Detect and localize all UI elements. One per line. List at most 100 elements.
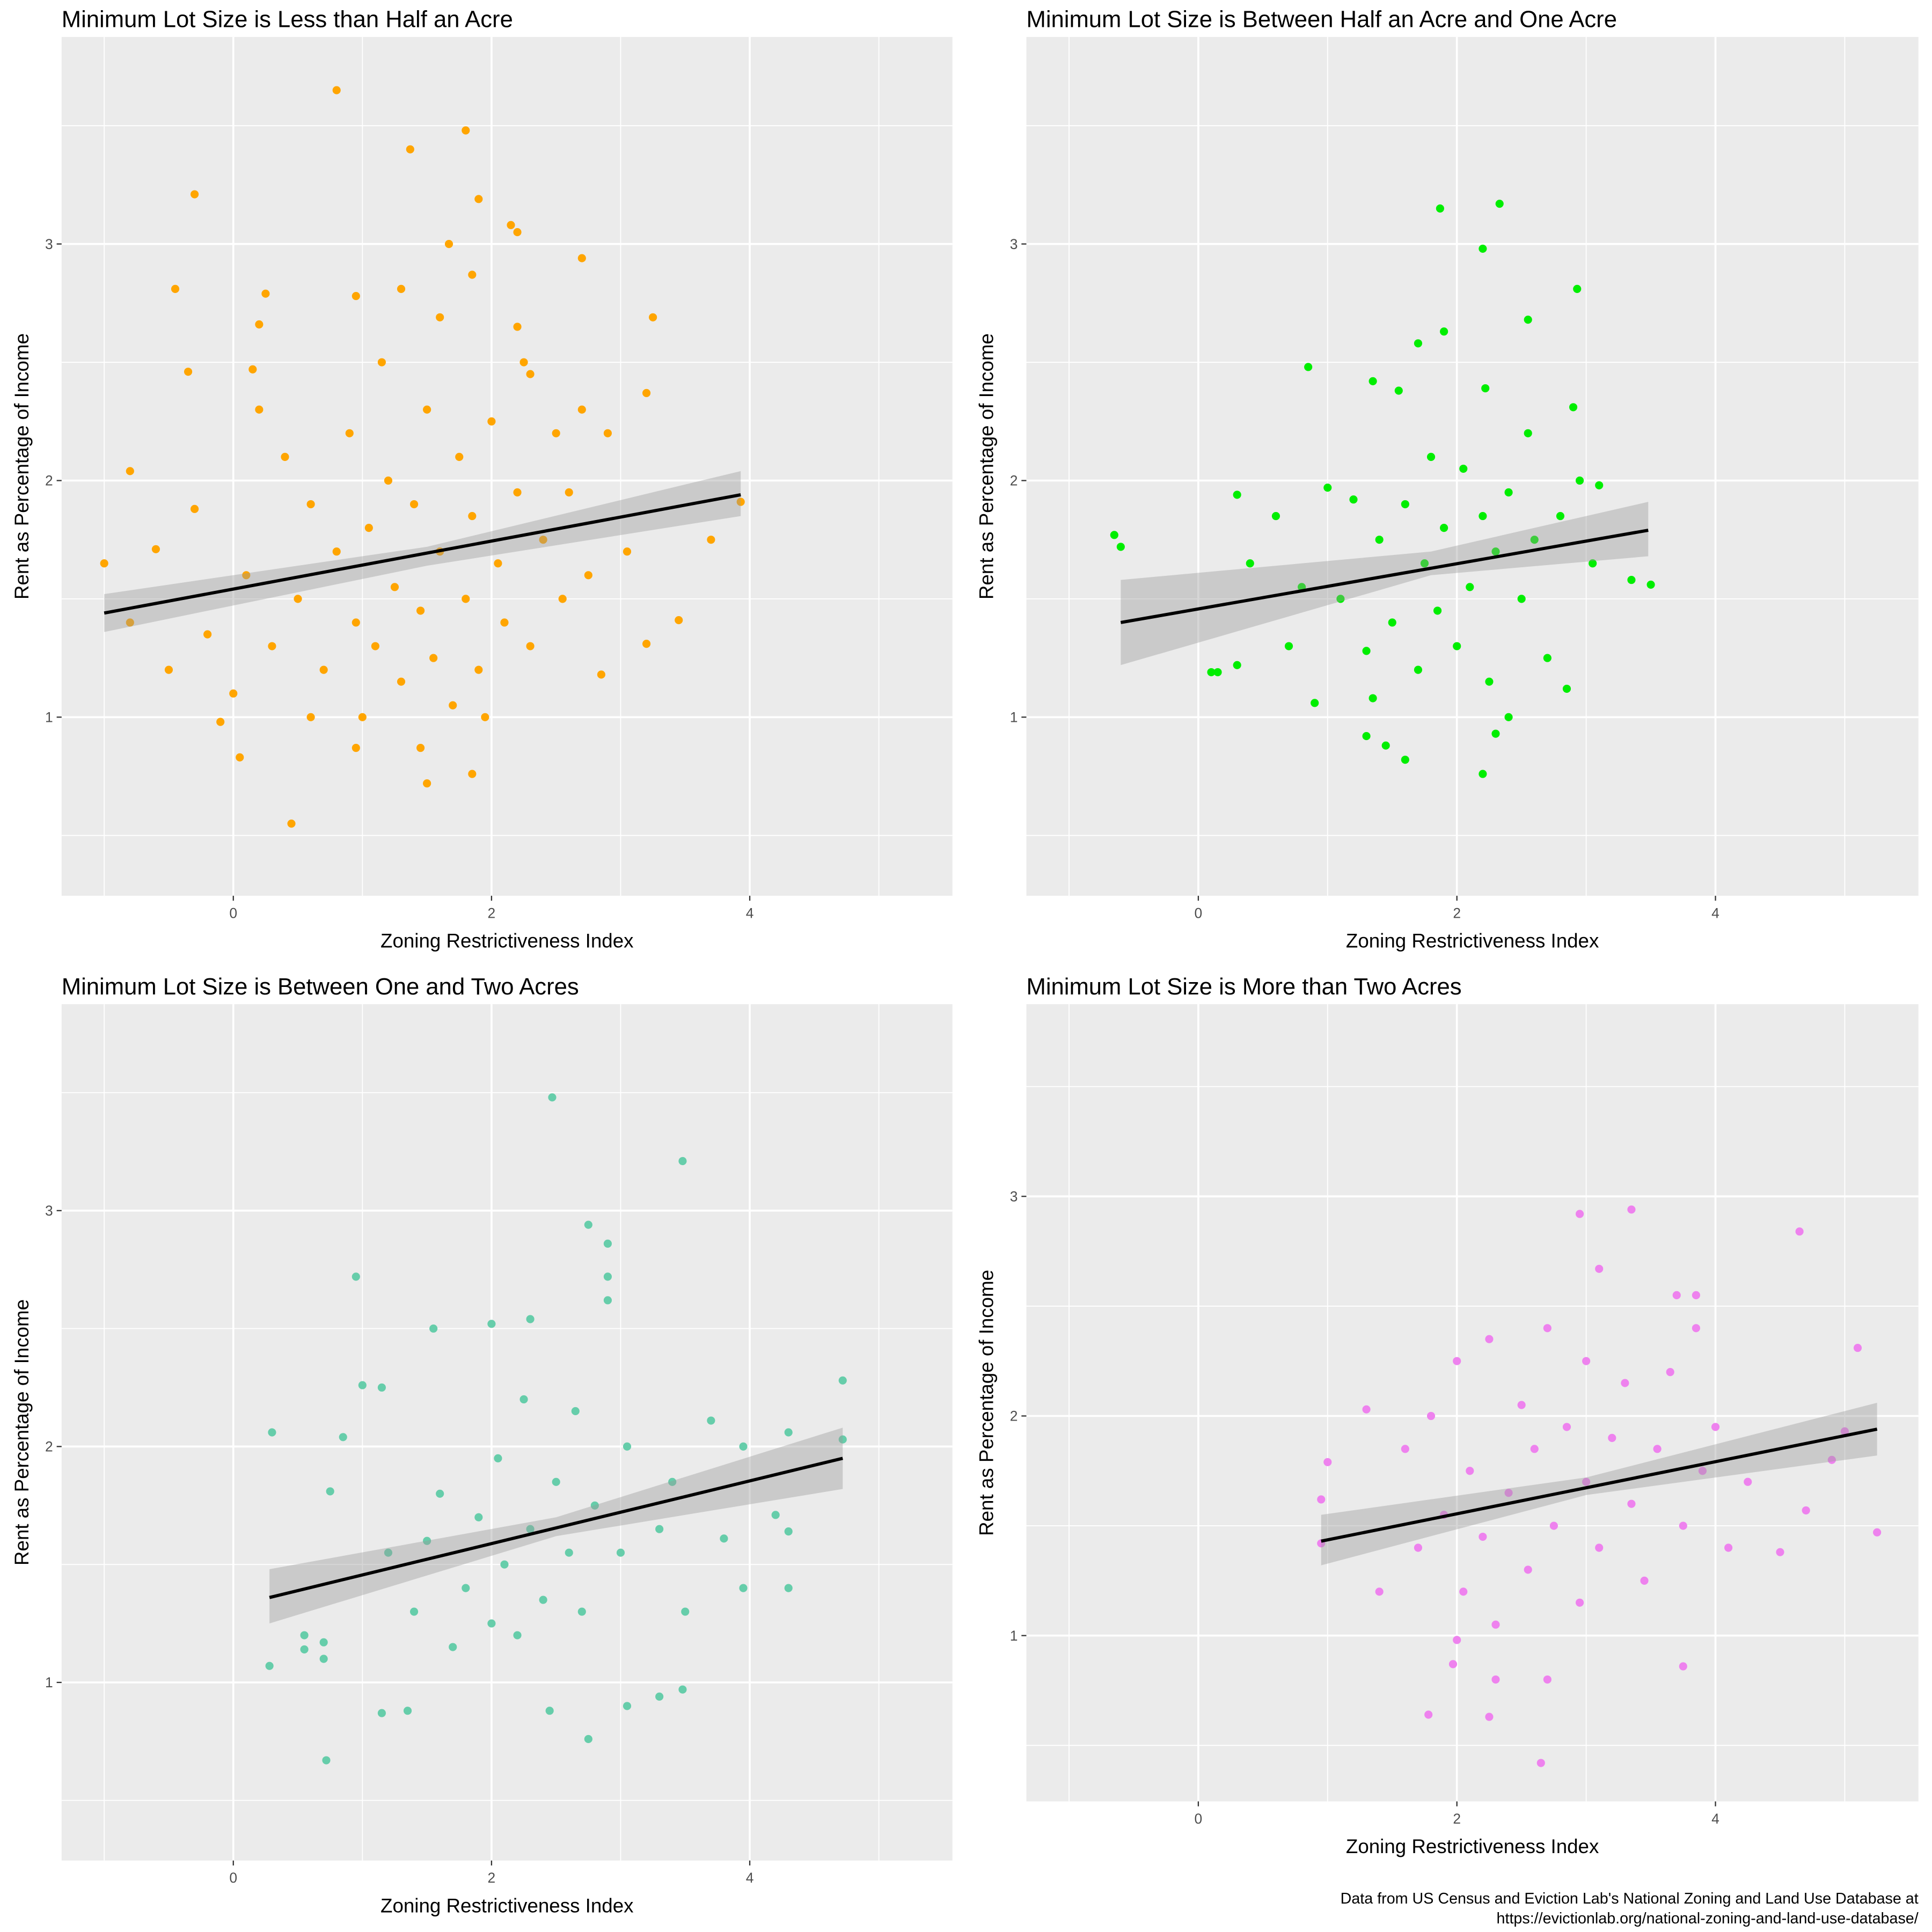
data-point <box>1595 1543 1604 1552</box>
x-axis-title: Zoning Restrictiveness Index <box>1346 930 1599 952</box>
data-point <box>526 1315 535 1323</box>
x-tick-label: 4 <box>1711 1811 1719 1827</box>
data-point <box>649 313 657 321</box>
data-point <box>1424 1710 1433 1719</box>
data-point <box>603 1272 612 1281</box>
data-point <box>1724 1543 1733 1552</box>
panel-title: Minimum Lot Size is Between One and Two … <box>62 974 579 1000</box>
data-point <box>1530 1445 1539 1453</box>
data-point <box>1698 1467 1707 1475</box>
data-point <box>1233 491 1241 499</box>
data-point <box>1453 1357 1461 1365</box>
data-point <box>1311 699 1319 707</box>
data-point <box>1556 512 1565 521</box>
data-point <box>500 1560 509 1569</box>
data-point <box>1426 452 1436 461</box>
data-point <box>403 1707 412 1715</box>
data-point <box>191 190 199 199</box>
data-point <box>1666 1368 1674 1377</box>
y-tick-label: 1 <box>45 709 53 725</box>
data-point <box>1491 729 1500 738</box>
data-point <box>1517 595 1526 603</box>
data-point <box>345 429 354 437</box>
data-point <box>322 1756 331 1765</box>
x-tick-label: 0 <box>229 1870 237 1886</box>
data-point <box>526 642 535 650</box>
data-point <box>474 195 483 203</box>
data-point <box>545 1707 554 1715</box>
data-point <box>548 1093 557 1102</box>
data-point <box>1776 1548 1784 1556</box>
data-point <box>1573 284 1582 293</box>
data-point <box>487 1320 496 1328</box>
data-point <box>1317 1495 1326 1504</box>
data-point <box>1595 481 1604 489</box>
y-tick-label: 2 <box>45 473 53 489</box>
data-point <box>468 512 477 521</box>
data-point <box>468 270 477 279</box>
data-point <box>1627 576 1636 584</box>
data-point <box>1440 524 1448 532</box>
data-point <box>261 289 270 298</box>
data-point <box>1466 1467 1474 1475</box>
data-point <box>429 654 438 662</box>
data-point <box>1485 1335 1494 1343</box>
data-point <box>462 126 470 135</box>
data-point <box>358 713 367 721</box>
data-point <box>171 284 180 293</box>
data-point <box>1562 1423 1571 1431</box>
data-point <box>377 358 386 367</box>
data-point <box>436 313 444 321</box>
x-tick-label: 2 <box>488 905 496 921</box>
data-point <box>655 1525 664 1533</box>
data-point <box>1453 642 1461 650</box>
y-tick-label: 1 <box>1010 1628 1018 1644</box>
data-point <box>1575 476 1584 485</box>
caption-line-2: https://evictionlab.org/national-zoning-… <box>1497 1910 1919 1927</box>
y-tick-label: 3 <box>1010 236 1018 252</box>
data-point <box>558 595 567 603</box>
data-point <box>1524 429 1532 437</box>
data-point <box>319 665 328 674</box>
caption-line-1: Data from US Census and Eviction Lab's N… <box>1341 1890 1919 1907</box>
data-point <box>584 571 592 580</box>
data-point <box>1840 1427 1849 1436</box>
data-point <box>255 320 264 329</box>
x-tick-label: 4 <box>746 1870 754 1886</box>
data-point <box>590 1501 599 1510</box>
data-point <box>358 1381 367 1389</box>
data-point <box>455 452 464 461</box>
data-point <box>1672 1291 1681 1299</box>
y-axis-title: Rent as Percentage of Income <box>11 333 33 599</box>
data-point <box>487 1619 496 1628</box>
panel-4: 0 2 4 1 2 3 Minimum Lot Size is More than Two … <box>976 974 1919 1857</box>
data-point <box>326 1487 334 1496</box>
data-point <box>1873 1528 1882 1536</box>
data-point <box>507 221 515 229</box>
data-point <box>1491 547 1500 556</box>
data-point <box>203 630 212 639</box>
data-point <box>603 1239 612 1248</box>
data-point <box>1362 731 1371 741</box>
data-point <box>377 1709 386 1717</box>
data-point <box>1802 1506 1810 1514</box>
y-tick-label: 1 <box>1010 709 1018 725</box>
y-tick-label: 3 <box>45 236 53 252</box>
data-point <box>474 1513 483 1521</box>
data-point <box>1853 1344 1862 1352</box>
data-point <box>255 405 264 414</box>
data-point <box>1271 512 1280 521</box>
y-tick-label: 2 <box>45 1439 53 1455</box>
data-point <box>1744 1477 1752 1486</box>
data-point <box>397 284 406 293</box>
data-point <box>1110 531 1118 539</box>
data-point <box>739 1584 748 1592</box>
data-point <box>1304 363 1313 371</box>
data-point <box>577 405 586 414</box>
data-point <box>384 1548 393 1557</box>
data-point <box>1375 1587 1384 1596</box>
data-point <box>1233 661 1241 669</box>
data-point <box>384 476 393 485</box>
data-point <box>513 1631 522 1640</box>
data-point <box>409 1607 419 1616</box>
